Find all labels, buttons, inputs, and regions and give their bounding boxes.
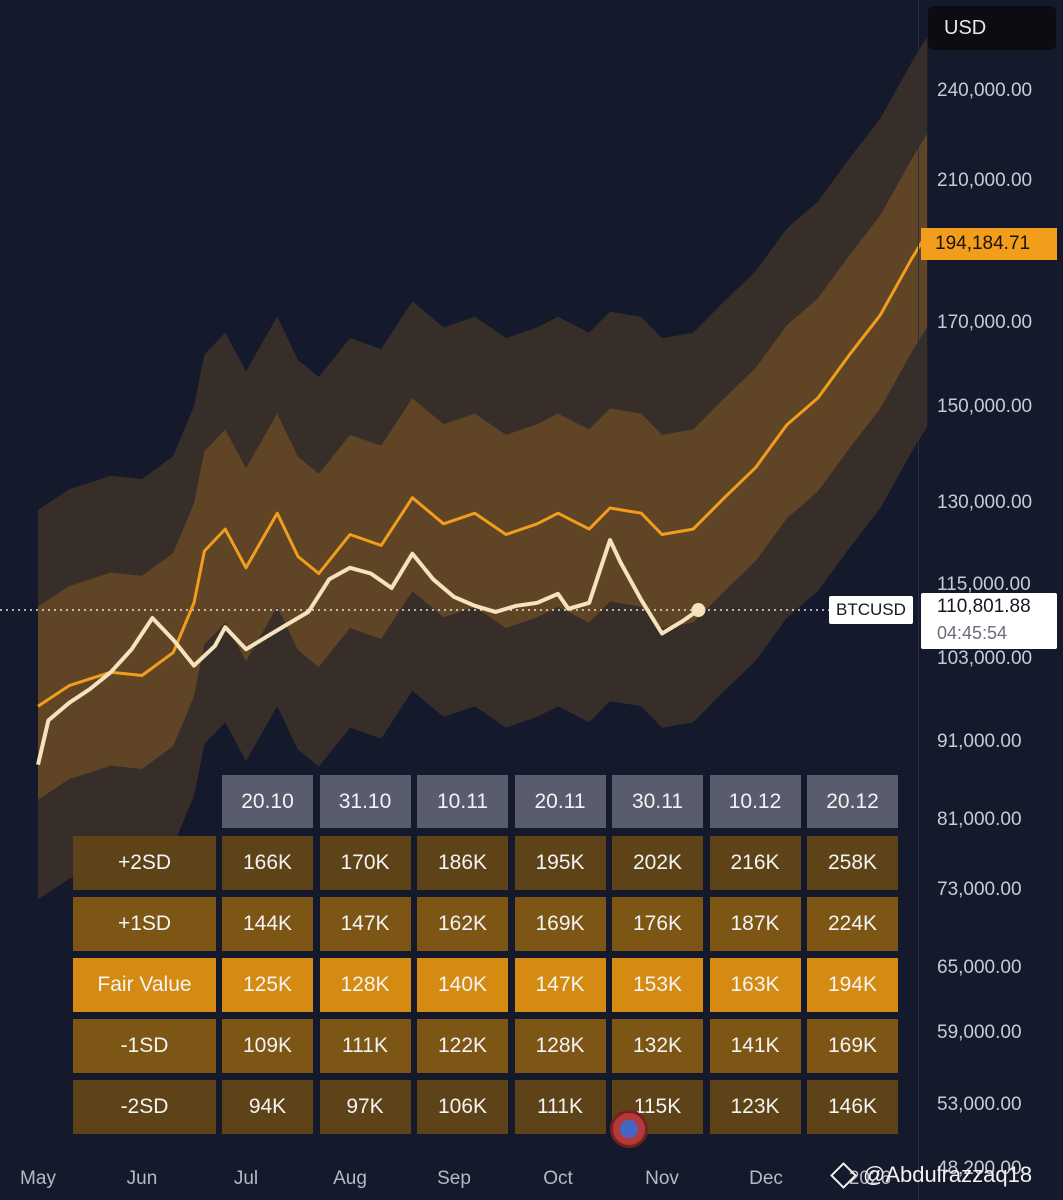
table-cell: 141K bbox=[709, 1019, 801, 1073]
current-price-box: 110,801.88 04:45:54 bbox=[921, 593, 1057, 650]
table-column-header: 20.12 bbox=[807, 775, 898, 828]
table-cell: 162K bbox=[417, 897, 508, 951]
table-cell: 106K bbox=[417, 1080, 508, 1134]
time-tick-label: Aug bbox=[333, 1168, 367, 1189]
sd-band-2sd bbox=[38, 37, 928, 900]
table-cell: 123K bbox=[709, 1080, 801, 1134]
series-lines-layer bbox=[36, 232, 929, 766]
table-cell: 128K bbox=[319, 958, 411, 1012]
time-tick-label: Nov bbox=[645, 1168, 679, 1189]
table-column-header: 10.11 bbox=[417, 775, 508, 828]
price-tick-label: 73,000.00 bbox=[937, 879, 1022, 901]
time-tick-label: Jul bbox=[233, 1168, 259, 1189]
author-watermark: @Abdulrazzaq18 bbox=[830, 1161, 1033, 1189]
sd-bands-layer bbox=[38, 37, 928, 900]
table-cell: 153K bbox=[612, 958, 703, 1012]
table-cell: 224K bbox=[807, 897, 898, 951]
fair-value-line[interactable] bbox=[37, 232, 929, 708]
bar-countdown: 04:45:54 bbox=[937, 623, 1008, 644]
table-cell: 111K bbox=[514, 1080, 606, 1134]
table-row-label: -1SD bbox=[73, 1019, 216, 1073]
table-row-label: +2SD bbox=[73, 836, 216, 890]
table-column-header: 30.11 bbox=[612, 775, 703, 828]
table-cell: 169K bbox=[807, 1019, 898, 1073]
table-column-header: 20.10 bbox=[222, 775, 313, 828]
table-cell: 147K bbox=[319, 897, 411, 951]
table-cell: 146K bbox=[807, 1080, 898, 1134]
binance-logo-icon bbox=[830, 1161, 857, 1189]
table-column-header: 31.10 bbox=[319, 775, 411, 828]
us-flag-event-icon[interactable] bbox=[610, 1110, 648, 1148]
time-tick-label: Dec bbox=[749, 1168, 783, 1189]
price-scale-divider bbox=[918, 0, 919, 1200]
price-tick-label: 65,000.00 bbox=[937, 956, 1022, 978]
current-symbol-label: BTCUSD bbox=[829, 596, 913, 625]
table-row-label: +1SD bbox=[73, 897, 216, 951]
table-cell: 122K bbox=[417, 1019, 508, 1073]
price-tick-label: 81,000.00 bbox=[937, 809, 1022, 831]
price-tick-label: 91,000.00 bbox=[937, 731, 1022, 753]
last-price-dot bbox=[691, 603, 706, 618]
price-tick-label: 53,000.00 bbox=[937, 1093, 1022, 1115]
table-cell: 194K bbox=[807, 958, 898, 1012]
table-cell: 195K bbox=[514, 836, 606, 890]
table-row-label: Fair Value bbox=[73, 958, 216, 1012]
table-column-header: 10.12 bbox=[709, 775, 801, 828]
table-cell: 176K bbox=[612, 897, 703, 951]
price-tick-label: 59,000.00 bbox=[937, 1021, 1022, 1043]
table-cell: 166K bbox=[222, 836, 313, 890]
time-tick-label: Jun bbox=[126, 1168, 158, 1189]
table-cell: 187K bbox=[709, 897, 801, 951]
table-cell: 186K bbox=[417, 836, 508, 890]
table-cell: 132K bbox=[612, 1019, 703, 1073]
table-column-header: 20.11 bbox=[514, 775, 606, 828]
table-cell: 111K bbox=[319, 1019, 411, 1073]
fair-value-price-tag: 194,184.71 bbox=[921, 228, 1057, 260]
btc-price-line[interactable] bbox=[36, 538, 700, 766]
table-cell: 216K bbox=[709, 836, 801, 890]
table-cell: 258K bbox=[807, 836, 898, 890]
author-handle: @Abdulrazzaq18 bbox=[863, 1162, 1033, 1187]
table-cell: 97K bbox=[319, 1080, 411, 1134]
table-cell: 109K bbox=[222, 1019, 313, 1073]
price-tick-label: 210,000.00 bbox=[937, 169, 1033, 191]
table-cell: 144K bbox=[222, 897, 313, 951]
time-tick-label: Sep bbox=[437, 1168, 471, 1189]
price-tick-label: 240,000.00 bbox=[937, 80, 1033, 102]
sd-band-1sd bbox=[38, 133, 928, 800]
time-tick-label: Oct bbox=[543, 1168, 573, 1189]
current-price-value: 110,801.88 bbox=[937, 596, 1031, 618]
table-cell: 170K bbox=[319, 836, 411, 890]
price-tick-label: 130,000.00 bbox=[937, 491, 1033, 513]
table-cell: 140K bbox=[417, 958, 508, 1012]
price-tick-label: 115,000.00 bbox=[937, 574, 1031, 596]
table-cell: 163K bbox=[709, 958, 801, 1012]
currency-button[interactable]: USD bbox=[928, 6, 1056, 50]
time-tick-label: 2026 bbox=[848, 1168, 892, 1189]
time-tick-label: May bbox=[20, 1168, 56, 1189]
price-tick-label: 103,000.00 bbox=[937, 648, 1033, 670]
table-row-label: -2SD bbox=[73, 1080, 216, 1134]
price-tick-label: 170,000.00 bbox=[937, 311, 1033, 333]
table-cell: 94K bbox=[222, 1080, 313, 1134]
price-tick-label: 48,200.00 bbox=[937, 1157, 1022, 1179]
table-cell: 147K bbox=[514, 958, 606, 1012]
table-cell: 125K bbox=[222, 958, 313, 1012]
table-cell: 169K bbox=[514, 897, 606, 951]
price-tick-label: 150,000.00 bbox=[937, 395, 1033, 417]
table-cell: 128K bbox=[514, 1019, 606, 1073]
table-cell: 202K bbox=[612, 836, 703, 890]
